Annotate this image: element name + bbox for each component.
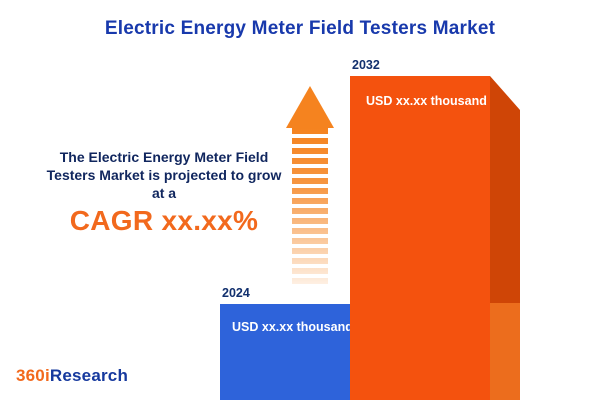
- bar-2032: USD xx.xx thousand: [350, 76, 490, 400]
- bar-2024-year-label: 2024: [222, 286, 250, 300]
- market-description: The Electric Energy Meter Field Testers …: [6, 148, 322, 236]
- description-line-3: at a: [151, 185, 177, 201]
- bar-2032-year-label: 2032: [352, 58, 380, 72]
- description-line-2: Testers Market is projected to grow: [46, 167, 282, 183]
- cagr-value: CAGR xx.xx%: [69, 205, 259, 236]
- bar-2024-value: USD xx.xx thousand: [232, 320, 353, 334]
- logo: 360iResearch: [16, 366, 128, 386]
- logo-360i: 360i: [16, 366, 50, 385]
- bar-2032-side-face: [490, 76, 520, 400]
- bar-2032-value: USD xx.xx thousand: [366, 94, 487, 108]
- growth-arrow-stripes: [292, 128, 328, 288]
- logo-research: Research: [49, 366, 129, 385]
- page-title: Electric Energy Meter Field Testers Mark…: [104, 18, 496, 39]
- description-line-1: The Electric Energy Meter Field: [59, 149, 269, 165]
- growth-arrow-icon: [286, 86, 334, 128]
- bar-2024: USD xx.xx thousand: [220, 304, 370, 400]
